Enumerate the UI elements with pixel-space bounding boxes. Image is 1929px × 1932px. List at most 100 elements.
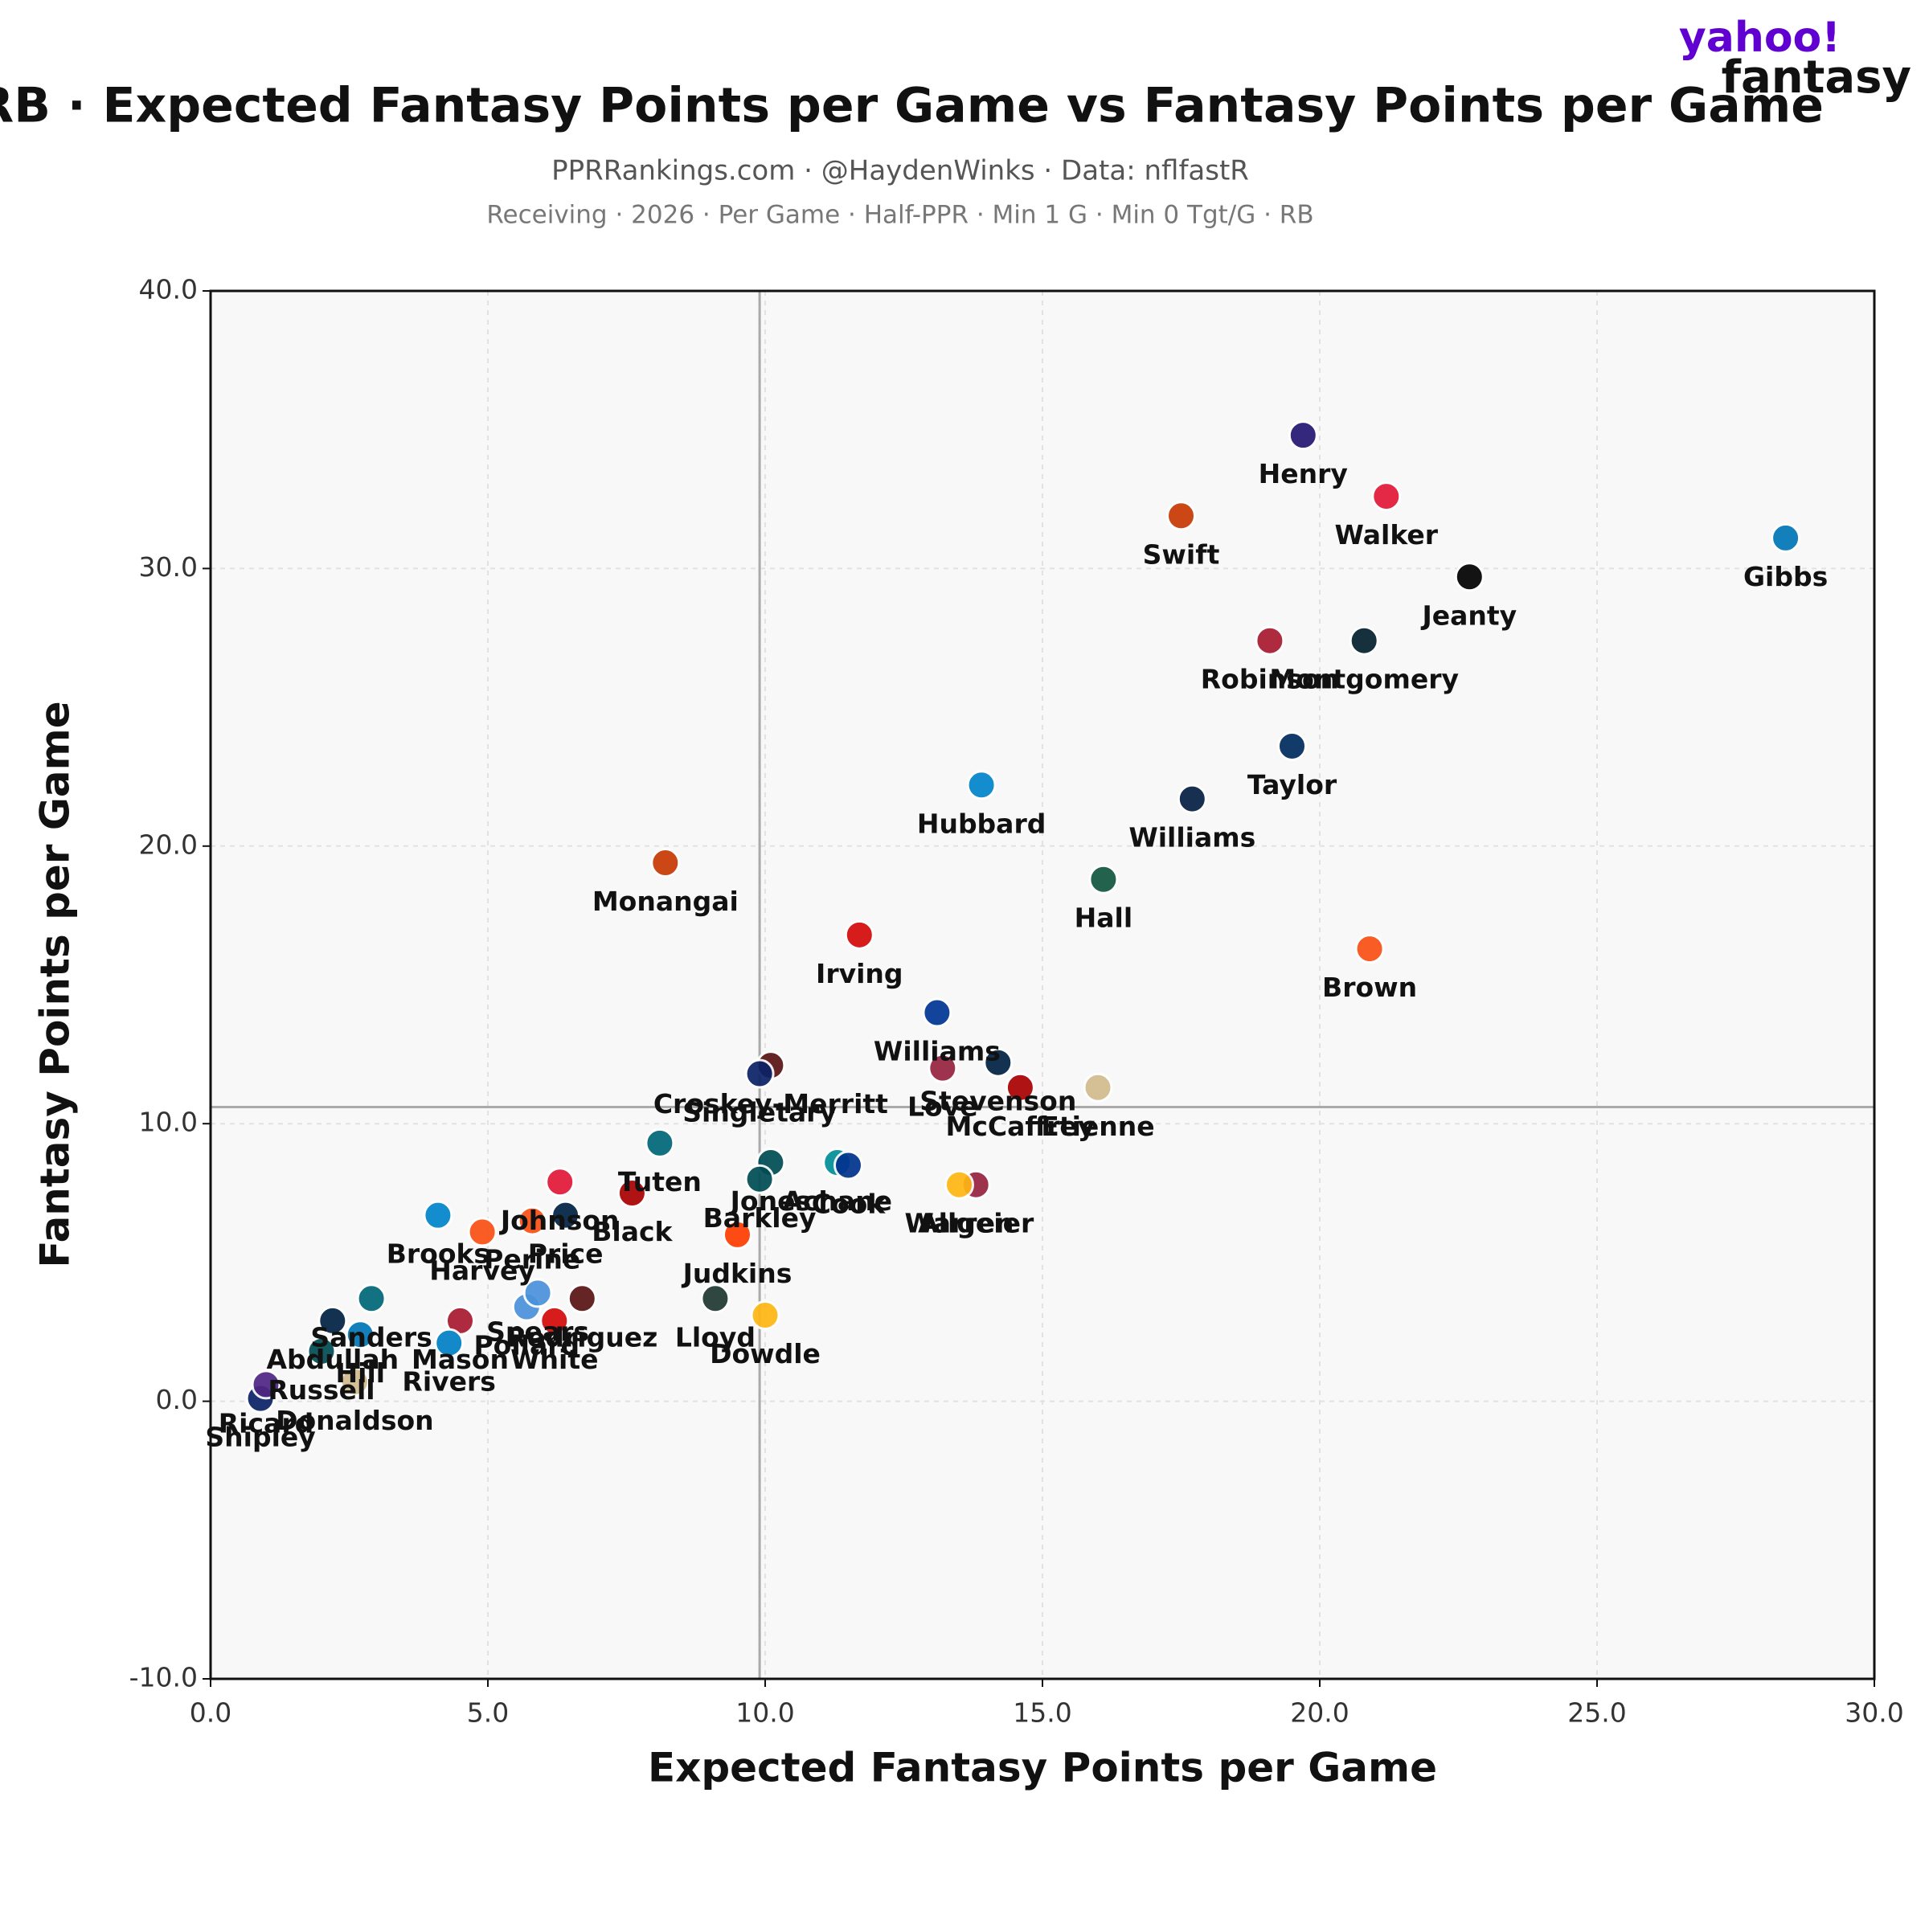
brand-logo: fantasy <box>1722 51 1911 104</box>
point-label: Monangai <box>592 886 739 917</box>
x-tick-label: 20.0 <box>1290 1697 1349 1729</box>
point-label: Hall <box>1075 903 1133 934</box>
point <box>551 1200 581 1230</box>
point <box>944 1169 974 1200</box>
x-tick-label: 15.0 <box>1013 1697 1071 1729</box>
point-label: Judkins <box>682 1258 792 1289</box>
y-tick-label: 0.0 <box>156 1384 198 1415</box>
point <box>744 1058 775 1089</box>
point-label: Taylor <box>1247 769 1337 800</box>
x-tick-label: 30.0 <box>1845 1697 1903 1729</box>
point-label: Johnson <box>499 1205 620 1236</box>
point <box>545 1167 575 1197</box>
plot: 0.0 5.0 10.0 15.0 20.0 25.0 30.0 -10.0 0.0 10.0 20… <box>129 274 1904 1729</box>
point-label: Montgomery <box>1269 664 1459 695</box>
x-tick-label: 0.0 <box>190 1697 231 1729</box>
point <box>723 1219 752 1250</box>
point-label: Croskey-Merritt <box>653 1088 888 1119</box>
point <box>539 1305 570 1336</box>
point-label: Walker <box>1335 519 1439 551</box>
point <box>1166 501 1196 531</box>
point-label: Singletary <box>682 1097 837 1128</box>
point <box>1371 481 1402 512</box>
point-label: Cook <box>812 1189 887 1220</box>
x-tick-label: 10.0 <box>735 1697 794 1729</box>
point-label: Brown <box>1322 972 1417 1003</box>
point <box>339 1366 370 1397</box>
point-label: Irving <box>816 958 903 989</box>
point-label: Black <box>592 1216 673 1247</box>
point-label: Shipley <box>205 1422 315 1453</box>
point <box>423 1200 453 1230</box>
point <box>750 1300 780 1331</box>
point-label: Swift <box>1143 538 1220 570</box>
point <box>645 1128 675 1158</box>
point <box>1454 562 1485 592</box>
point-label: Price <box>528 1238 604 1270</box>
point-label: McCaffrey <box>946 1111 1096 1142</box>
point-label: Ricard <box>219 1407 313 1439</box>
x-tick-label: 5.0 <box>467 1697 509 1729</box>
point-label: Gibbs <box>1743 561 1828 592</box>
y-tick-label: 20.0 <box>139 829 198 860</box>
subtitle: Receiving · 2026 · Per Game · Half-PPR ·… <box>486 201 1313 230</box>
point-label: Pollard <box>473 1330 580 1361</box>
point-label: Jones <box>729 1185 811 1217</box>
point <box>517 1205 547 1236</box>
point <box>356 1283 387 1314</box>
point-label: Jeanty <box>1420 600 1517 631</box>
x-axis-title: Expected Fantasy Points per Game <box>648 1745 1437 1791</box>
point-label: Allgeier <box>918 1208 1034 1239</box>
point <box>966 770 997 800</box>
y-tick-label: 30.0 <box>139 551 198 583</box>
point <box>251 1369 281 1400</box>
point <box>922 997 952 1028</box>
y-tick-label: 10.0 <box>139 1107 198 1138</box>
point-label: Robinson <box>1201 664 1339 695</box>
point <box>744 1164 775 1194</box>
point-label: Etienne <box>1041 1111 1154 1142</box>
point-label: White <box>510 1344 598 1375</box>
plot-frame <box>209 289 1876 1680</box>
point-label: Harvey <box>429 1255 535 1286</box>
point-label: Abdullah <box>266 1344 399 1375</box>
point <box>1349 625 1379 656</box>
chart-title: RB · Expected Fantasy Points per Game vs… <box>0 78 1824 134</box>
point <box>833 1150 863 1181</box>
point <box>1277 731 1307 761</box>
point-label: Perine <box>484 1244 580 1275</box>
point-label: Mason <box>412 1344 509 1375</box>
y-axis-title: Fantasy Points per Game <box>32 701 79 1267</box>
y-tick-label: -10.0 <box>129 1662 198 1693</box>
x-tick-label: 25.0 <box>1567 1697 1626 1729</box>
point <box>1177 784 1207 814</box>
point-label: Warren <box>905 1208 1014 1239</box>
point <box>317 1305 348 1336</box>
point <box>522 1278 553 1308</box>
point-label: Barkley <box>703 1202 817 1234</box>
point-label: Williams <box>1128 822 1255 853</box>
point-label: Russell <box>268 1374 375 1406</box>
point <box>616 1178 647 1209</box>
point-label: Henry <box>1259 458 1348 489</box>
point-label: Achane <box>782 1185 892 1217</box>
plot-area <box>211 291 1874 1679</box>
point-label: Rodriguez <box>506 1321 657 1353</box>
point-label: Spears <box>486 1316 589 1347</box>
subtitle: PPRRankings.com · @HaydenWinks · Data: n… <box>551 155 1249 187</box>
point-label: Williams <box>874 1036 1001 1067</box>
point-label: Hubbard <box>917 808 1046 839</box>
point <box>1288 420 1318 451</box>
point-label: Dowdle <box>710 1338 821 1369</box>
point <box>306 1336 337 1366</box>
point <box>650 848 681 878</box>
point <box>1771 522 1801 553</box>
y-tick-label: 40.0 <box>139 274 198 305</box>
point-label: Hill <box>336 1357 386 1389</box>
point-label: Stevenson <box>919 1086 1076 1117</box>
point <box>928 1053 958 1083</box>
point-label: Rivers <box>402 1366 496 1398</box>
point-label: Tuten <box>618 1166 702 1197</box>
